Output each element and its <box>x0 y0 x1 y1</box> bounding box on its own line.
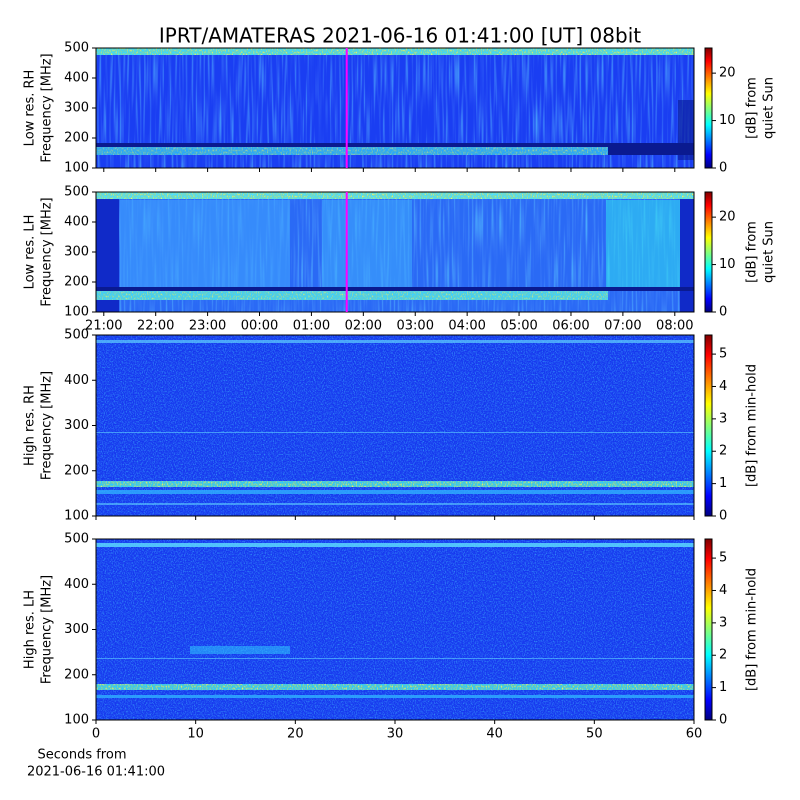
colorbar-tick-label: 20 <box>719 210 736 225</box>
x-tick-label: 21:00 <box>85 319 122 334</box>
colorbar-label: [dB] from min-hold <box>745 364 760 487</box>
y-tick-label: 200 <box>64 667 89 682</box>
x-tick-label: 23:00 <box>189 319 226 334</box>
colorbar-tick-label: 1 <box>719 680 727 695</box>
colorbar-tick-label: 0 <box>719 305 727 320</box>
colorbar-tick-label: 5 <box>719 551 727 566</box>
y-axis-label: Low res. LH <box>23 215 38 290</box>
x-tick-label: 60 <box>686 727 703 742</box>
y-axis-label: Low res. RH <box>23 70 38 147</box>
colorbar <box>704 334 713 517</box>
y-tick-label: 100 <box>64 509 89 524</box>
x-tick-label: 0 <box>92 727 100 742</box>
y-tick-label: 400 <box>64 577 89 592</box>
y-tick-label: 500 <box>64 185 89 200</box>
x-tick-label: 30 <box>387 727 404 742</box>
colorbar-tick-label: 4 <box>719 583 727 598</box>
y-tick-label: 100 <box>64 305 89 320</box>
y-tick-label: 400 <box>64 215 89 230</box>
x-tick-label: 05:00 <box>500 319 537 334</box>
y-tick-label: 500 <box>64 41 89 56</box>
colorbar-tick-label: 0 <box>719 509 727 524</box>
x-tick-label: 50 <box>586 727 603 742</box>
y-axis-label: High res. RH <box>23 385 38 466</box>
y-tick-label: 400 <box>64 373 89 388</box>
x-tick-label: 00:00 <box>241 319 278 334</box>
y-tick-label: 200 <box>64 131 89 146</box>
colorbar-tick-label: 10 <box>719 113 736 128</box>
x-axis-label: Seconds from <box>37 748 126 763</box>
x-tick-label: 07:00 <box>604 319 641 334</box>
colorbar-tick-label: 5 <box>719 347 727 362</box>
x-tick-label: 08:00 <box>656 319 693 334</box>
y-tick-label: 300 <box>64 101 89 116</box>
colorbar-label: [dB] from <box>745 221 760 283</box>
y-tick-label: 200 <box>64 463 89 478</box>
colorbar <box>704 47 713 169</box>
colorbar-tick-label: 20 <box>719 66 736 81</box>
colorbar-tick-label: 10 <box>719 257 736 272</box>
colorbar-label: quiet Sun <box>762 221 777 283</box>
colorbar-label: [dB] from min-hold <box>745 568 760 691</box>
x-tick-label: 10 <box>187 727 204 742</box>
y-tick-label: 300 <box>64 418 89 433</box>
x-tick-label: 40 <box>486 727 503 742</box>
y-tick-label: 100 <box>64 161 89 176</box>
y-axis-label: High res. LH <box>23 590 38 669</box>
colorbar-tick-label: 1 <box>719 476 727 491</box>
y-tick-label: 300 <box>64 245 89 260</box>
colorbar-tick-label: 2 <box>719 648 727 663</box>
spectrogram-texture <box>96 48 694 720</box>
colorbar-tick-label: 0 <box>719 713 727 728</box>
x-tick-label: 06:00 <box>552 319 589 334</box>
colorbar <box>704 191 713 313</box>
colorbar-label: quiet Sun <box>762 77 777 139</box>
y-axis-label: Frequency [MHz] <box>40 371 55 480</box>
colorbar-tick-label: 0 <box>719 161 727 176</box>
colorbar-tick-label: 2 <box>719 444 727 459</box>
y-tick-label: 200 <box>64 275 89 290</box>
colorbar-tick-label: 3 <box>719 615 727 630</box>
y-tick-label: 100 <box>64 713 89 728</box>
y-tick-label: 300 <box>64 622 89 637</box>
x-tick-label: 04:00 <box>448 319 485 334</box>
x-tick-label: 20 <box>287 727 304 742</box>
figure-title: IPRT/AMATERAS 2021-06-16 01:41:00 [UT] 0… <box>159 24 641 48</box>
colorbar-tick-label: 3 <box>719 411 727 426</box>
colorbar <box>704 538 713 721</box>
x-axis-label: 2021-06-16 01:41:00 <box>27 765 165 780</box>
y-tick-label: 500 <box>64 328 89 343</box>
y-tick-label: 400 <box>64 71 89 86</box>
x-tick-label: 02:00 <box>345 319 382 334</box>
x-tick-label: 22:00 <box>137 319 174 334</box>
y-axis-label: Frequency [MHz] <box>40 53 55 162</box>
colorbar-tick-label: 4 <box>719 379 727 394</box>
y-tick-label: 500 <box>64 532 89 547</box>
y-axis-label: Frequency [MHz] <box>40 197 55 306</box>
y-axis-label: Frequency [MHz] <box>40 575 55 684</box>
x-tick-label: 01:00 <box>293 319 330 334</box>
colorbar-label: [dB] from <box>745 77 760 139</box>
x-tick-label: 03:00 <box>397 319 434 334</box>
